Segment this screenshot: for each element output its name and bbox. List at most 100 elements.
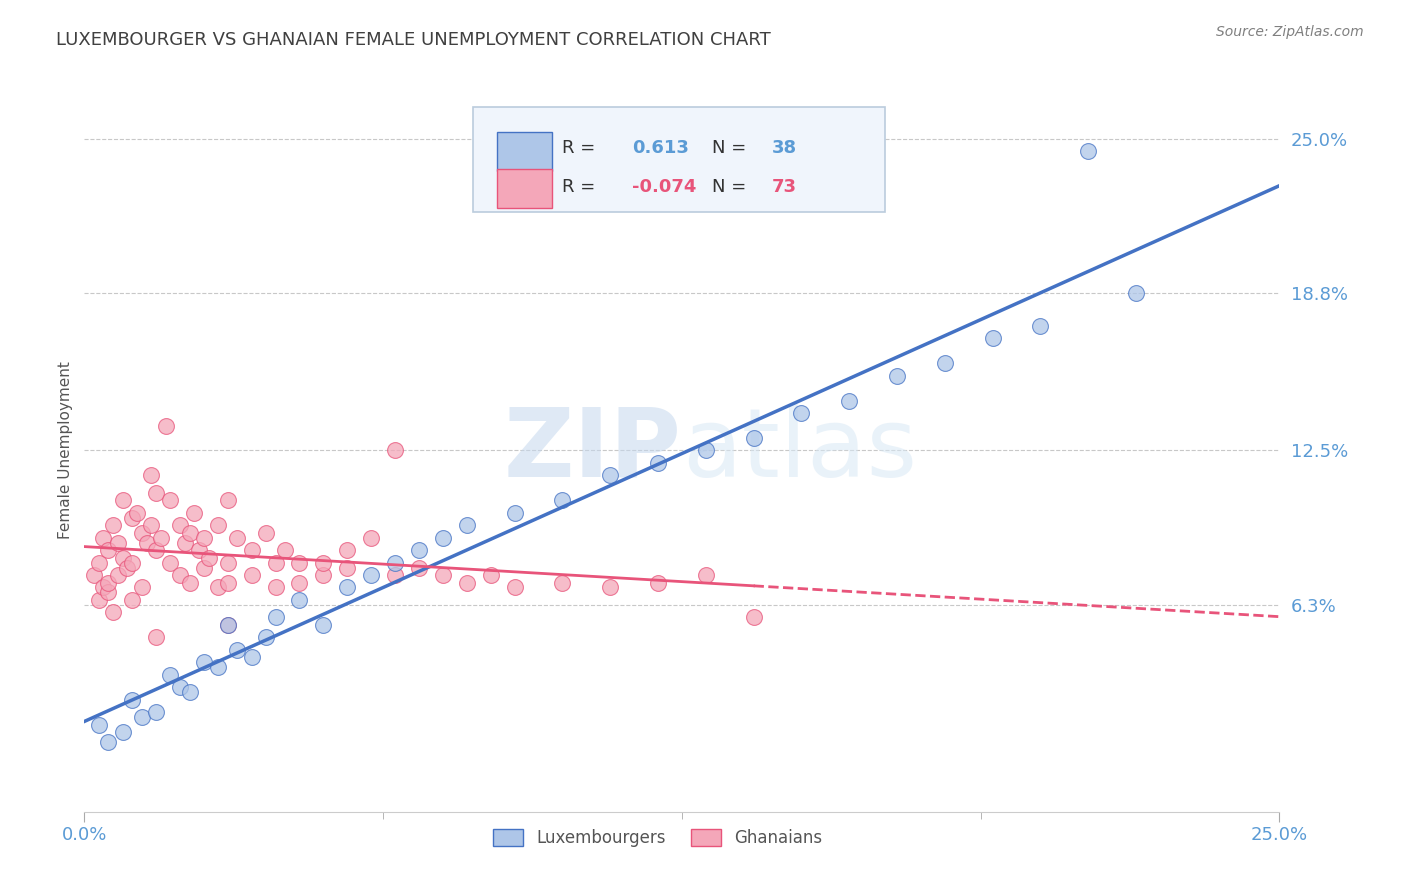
Point	[432, 568, 454, 582]
Point	[121, 593, 143, 607]
Point	[111, 550, 134, 565]
Point	[188, 543, 211, 558]
Point	[742, 610, 765, 624]
Point	[131, 710, 153, 724]
Point	[125, 506, 148, 520]
Point	[121, 510, 143, 524]
Point	[217, 575, 239, 590]
Point	[312, 618, 335, 632]
Point	[408, 560, 430, 574]
Point	[288, 593, 311, 607]
Point	[155, 418, 177, 433]
Point	[456, 575, 478, 590]
FancyBboxPatch shape	[496, 169, 551, 209]
Point	[97, 543, 120, 558]
Point	[207, 660, 229, 674]
Point	[207, 581, 229, 595]
Point	[145, 485, 167, 500]
Text: LUXEMBOURGER VS GHANAIAN FEMALE UNEMPLOYMENT CORRELATION CHART: LUXEMBOURGER VS GHANAIAN FEMALE UNEMPLOY…	[56, 31, 770, 49]
Point	[83, 568, 105, 582]
Text: R =: R =	[562, 139, 602, 157]
Point	[93, 531, 115, 545]
Point	[336, 543, 359, 558]
Point	[159, 493, 181, 508]
Point	[149, 531, 172, 545]
Point	[97, 585, 120, 599]
Point	[240, 650, 263, 665]
Point	[790, 406, 813, 420]
Point	[336, 581, 359, 595]
Point	[503, 506, 526, 520]
Point	[226, 642, 249, 657]
Point	[479, 568, 502, 582]
Point	[207, 518, 229, 533]
Point	[1029, 318, 1052, 333]
Point	[193, 531, 215, 545]
Point	[197, 550, 219, 565]
Text: atlas: atlas	[682, 404, 917, 497]
Y-axis label: Female Unemployment: Female Unemployment	[58, 361, 73, 540]
Point	[240, 543, 263, 558]
Text: -0.074: -0.074	[631, 178, 696, 196]
Point	[934, 356, 956, 370]
Point	[274, 543, 297, 558]
Text: Source: ZipAtlas.com: Source: ZipAtlas.com	[1216, 25, 1364, 39]
Text: R =: R =	[562, 178, 602, 196]
Point	[145, 705, 167, 719]
Point	[838, 393, 860, 408]
Point	[107, 568, 129, 582]
Text: 73: 73	[772, 178, 797, 196]
Point	[312, 556, 335, 570]
Text: 0.613: 0.613	[631, 139, 689, 157]
Point	[93, 581, 115, 595]
Point	[87, 556, 110, 570]
Point	[87, 593, 110, 607]
Point	[217, 618, 239, 632]
Point	[193, 560, 215, 574]
Point	[254, 525, 277, 540]
Point	[695, 568, 717, 582]
Text: ZIP: ZIP	[503, 404, 682, 497]
Text: N =: N =	[711, 178, 752, 196]
Point	[173, 535, 195, 549]
Point	[981, 331, 1004, 345]
Point	[87, 717, 110, 731]
Point	[742, 431, 765, 445]
Point	[145, 543, 167, 558]
Point	[336, 560, 359, 574]
Point	[264, 556, 287, 570]
Point	[179, 525, 201, 540]
Point	[193, 655, 215, 669]
Point	[647, 456, 669, 470]
Point	[384, 568, 406, 582]
FancyBboxPatch shape	[472, 107, 886, 212]
Point	[288, 556, 311, 570]
Point	[240, 568, 263, 582]
Point	[159, 556, 181, 570]
Point	[183, 506, 205, 520]
Point	[97, 735, 120, 749]
Point	[1125, 286, 1147, 301]
Point	[384, 556, 406, 570]
Point	[179, 575, 201, 590]
Point	[131, 581, 153, 595]
Point	[886, 368, 908, 383]
Point	[551, 493, 574, 508]
Point	[360, 531, 382, 545]
Point	[169, 568, 191, 582]
Point	[384, 443, 406, 458]
Point	[217, 556, 239, 570]
Point	[264, 610, 287, 624]
Point	[101, 606, 124, 620]
Point	[111, 493, 134, 508]
Point	[1077, 145, 1099, 159]
Point	[141, 468, 163, 483]
Point	[121, 692, 143, 706]
Point	[107, 535, 129, 549]
Point	[503, 581, 526, 595]
Text: N =: N =	[711, 139, 752, 157]
Point	[217, 618, 239, 632]
Point	[97, 575, 120, 590]
Point	[121, 556, 143, 570]
Point	[169, 680, 191, 694]
